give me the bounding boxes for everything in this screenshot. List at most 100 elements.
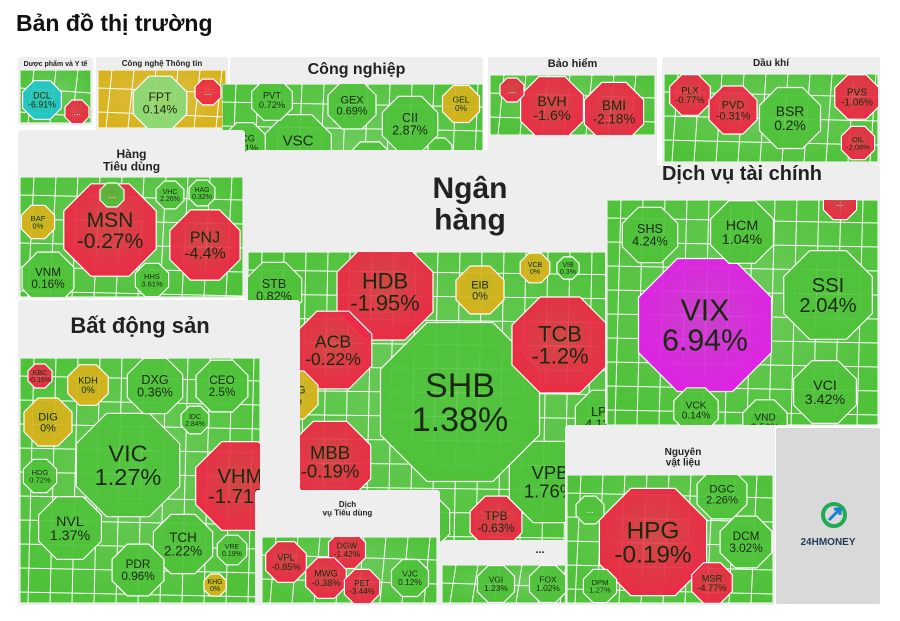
stock-cell-bvh[interactable]: BVH-1.6%: [519, 75, 585, 140]
cell-shape: [327, 84, 377, 130]
stock-cell-tpb[interactable]: TPB-0.63%: [469, 495, 523, 548]
cell-shape: [621, 206, 679, 264]
cell-shape: [21, 251, 75, 297]
change-label: 0.96%: [121, 570, 155, 583]
ticker-label: ACB: [315, 331, 351, 351]
cell-shape: [709, 200, 775, 264]
stock-cell-more[interactable]: ...: [194, 78, 222, 106]
stock-cell-vnd[interactable]: VND2.56%: [742, 399, 788, 444]
sector-title: Dầu khí: [753, 57, 790, 69]
stock-cell-bmi[interactable]: BMI-2.18%: [583, 81, 645, 141]
ticker-label: STB: [262, 277, 287, 291]
stock-cell-more[interactable]: ...: [64, 99, 90, 124]
stock-cell-msr[interactable]: MSR-4.77%: [691, 562, 733, 604]
ticker-label: PET: [354, 579, 370, 588]
ticker-label: DCM: [733, 530, 760, 543]
stock-cell-pnj[interactable]: PNJ-4.4%: [169, 209, 241, 281]
ticker-label: EIB: [471, 279, 489, 291]
stock-cell-mwg[interactable]: MWG-0.38%: [305, 557, 347, 599]
stock-cell-pet[interactable]: PET-3.44%: [343, 568, 381, 604]
sector-title: Ngân hàng: [433, 172, 508, 237]
change-label: -1.95%: [350, 291, 419, 316]
stock-cell-oil[interactable]: OIL-2.08%: [840, 125, 876, 161]
change-label: 2.22%: [164, 543, 202, 558]
stock-cell-acb[interactable]: ACB-0.22%: [293, 310, 373, 390]
change-label: 0.69%: [337, 105, 368, 117]
stock-cell-more[interactable]: ...: [99, 182, 125, 208]
stock-cell-dcl[interactable]: DCL-6.91%: [22, 79, 63, 121]
ticker-label: PLX: [681, 86, 698, 96]
ticker-label: SSI: [812, 275, 845, 297]
ticker-label: VIC: [108, 440, 147, 466]
stock-cell-kbc[interactable]: KBC-0.16%: [27, 363, 53, 389]
cell-shape: [99, 182, 125, 208]
stock-cell-msn[interactable]: MSN-0.27%: [63, 183, 157, 277]
stock-cell-vhm[interactable]: VHM-1.71%: [195, 441, 285, 531]
cell-shape: [499, 77, 525, 103]
stock-cell-pvs[interactable]: PVS-1.06%: [834, 74, 879, 120]
ticker-label: HHS: [144, 272, 160, 281]
ticker-label: TPB: [485, 510, 508, 523]
cell-shape: [203, 573, 227, 597]
stock-cell-more[interactable]: ...: [499, 77, 525, 103]
stock-cell-more[interactable]: ...: [822, 186, 858, 221]
cell-shape: [22, 79, 63, 121]
change-label: 0%: [81, 385, 94, 395]
ticker-label: DXG: [141, 373, 168, 387]
stock-cell-tcb[interactable]: TCB-1.2%: [511, 296, 609, 394]
cell-shape: [476, 565, 516, 603]
ticker-label: VCB: [528, 262, 543, 269]
stock-cell-plx[interactable]: PLX-0.77%: [669, 74, 711, 116]
ticker-label: HCM: [726, 218, 759, 234]
stock-cell-mbb[interactable]: MBB-0.19%: [288, 420, 372, 504]
stock-cell-pvd[interactable]: PVD-0.31%: [708, 85, 758, 135]
change-label: 0.14%: [682, 411, 711, 422]
sector-title: Nguyên vật liệu: [665, 447, 702, 469]
stock-cell-vpl[interactable]: VPL-0.85%: [265, 541, 307, 583]
change-label: 4.24%: [632, 235, 668, 249]
stock-cell-more[interactable]: ...: [575, 495, 605, 525]
stock-cell-hpg[interactable]: HPG-0.19%: [598, 487, 708, 597]
stock-cell-hdb[interactable]: HDB-1.95%: [336, 244, 434, 341]
